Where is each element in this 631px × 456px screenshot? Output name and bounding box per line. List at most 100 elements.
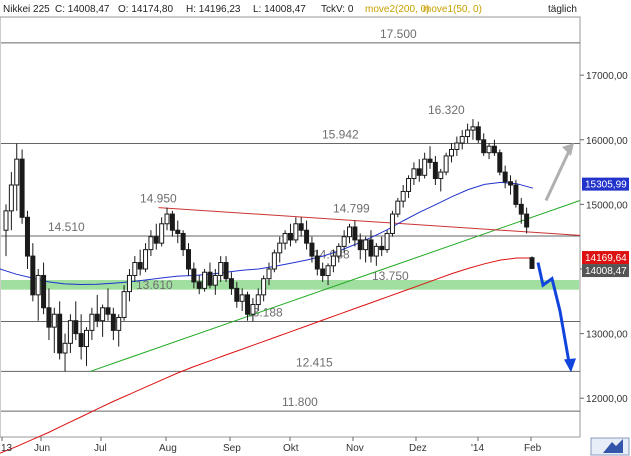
candle-19 (105, 288, 111, 321)
candle-body (14, 158, 20, 186)
candle-25 (137, 249, 143, 276)
candle-body (389, 213, 395, 234)
candle-body (271, 252, 277, 270)
candle-body (508, 181, 514, 186)
candle-body (245, 294, 251, 315)
header-symbol: Nikkei 225 (3, 4, 50, 15)
candle-0 (3, 204, 9, 257)
candle-7 (41, 262, 47, 315)
candle-62 (336, 243, 342, 263)
candle-body (67, 320, 73, 344)
candle-body (234, 287, 240, 302)
candle-body (46, 307, 52, 328)
candle-body (202, 271, 208, 289)
candle-73 (395, 197, 401, 218)
candle-2 (14, 143, 20, 211)
candle-37 (202, 269, 208, 292)
candle-94 (508, 175, 514, 195)
candle-body (454, 142, 460, 150)
candle-97 (524, 207, 530, 234)
candle-body (373, 245, 379, 257)
candle-30 (164, 207, 170, 231)
header-low: L: 14008,47 (253, 4, 306, 15)
candle-body (212, 274, 218, 286)
arrow-up-head (562, 143, 574, 156)
candle-body (100, 307, 106, 322)
candle-body (35, 274, 41, 296)
candle-body (116, 316, 122, 331)
candle-body (330, 255, 336, 267)
candle-body (207, 271, 213, 286)
candle-body (497, 152, 503, 173)
candle-81 (438, 168, 444, 192)
candle-body (105, 307, 111, 315)
candle-46 (250, 298, 256, 322)
candle-38 (207, 262, 213, 289)
candle-87 (470, 119, 476, 140)
level-label-7: 13.750 (372, 269, 409, 283)
candle-80 (432, 155, 438, 185)
candle-body (336, 245, 342, 257)
candle-92 (497, 149, 503, 176)
chart-tool-icon[interactable] (590, 437, 630, 456)
candle-20 (110, 307, 116, 341)
header-move2: move2(200, 0) (365, 4, 429, 15)
candle-59 (320, 262, 326, 282)
candle-16 (89, 307, 95, 341)
candle-body (416, 168, 422, 176)
candle-body (223, 262, 229, 280)
x-tick-label-6: Nov (346, 443, 364, 454)
candle-body (491, 145, 497, 154)
candle-29 (159, 217, 165, 247)
candle-body (132, 262, 138, 276)
candle-body (191, 268, 197, 283)
candle-44 (239, 288, 245, 311)
candle-39 (212, 269, 218, 295)
candle-body (30, 255, 36, 296)
candle-body (196, 281, 202, 289)
x-tick-label-1: Jun (34, 443, 50, 454)
header-open: O: 14174,80 (118, 4, 173, 15)
candle-70 (379, 236, 385, 257)
candle-57 (309, 236, 315, 263)
level-label-0: 17.500 (380, 27, 417, 41)
header-high: H: 14196,23 (186, 4, 241, 15)
level-label-4: 14.799 (333, 201, 370, 215)
candle-43 (234, 281, 240, 308)
candle-93 (502, 165, 508, 189)
arrow-down-shaft (536, 262, 571, 363)
candle-body (41, 274, 47, 309)
candle-27 (148, 230, 154, 257)
candle-body (357, 239, 363, 251)
candle-body (347, 226, 353, 238)
header-close: C: 14008,47 (55, 4, 110, 15)
candle-24 (132, 256, 138, 282)
candle-1 (8, 172, 14, 231)
candle-5 (30, 243, 36, 302)
candle-42 (228, 272, 234, 295)
candle-body (126, 274, 132, 293)
candle-65 (352, 220, 358, 247)
candle-66 (357, 233, 363, 260)
candle-78 (422, 152, 428, 179)
candle-body (164, 213, 170, 225)
candle-body (110, 313, 116, 331)
candle-body (486, 145, 492, 154)
candle-63 (341, 230, 347, 253)
candle-body (148, 236, 154, 251)
candle-body (459, 136, 465, 144)
candle-body (427, 158, 433, 163)
level-label-3: 14.950 (140, 192, 177, 206)
candle-28 (153, 223, 159, 250)
candle-body (438, 171, 444, 180)
candle-body (411, 168, 417, 180)
candle-body (266, 268, 272, 280)
candle-body (180, 232, 186, 251)
y-tick-label-5: 12000,00 (586, 394, 628, 405)
candle-6 (35, 269, 41, 321)
candle-body (277, 242, 283, 254)
candle-body (293, 223, 299, 241)
candle-body (175, 229, 181, 234)
